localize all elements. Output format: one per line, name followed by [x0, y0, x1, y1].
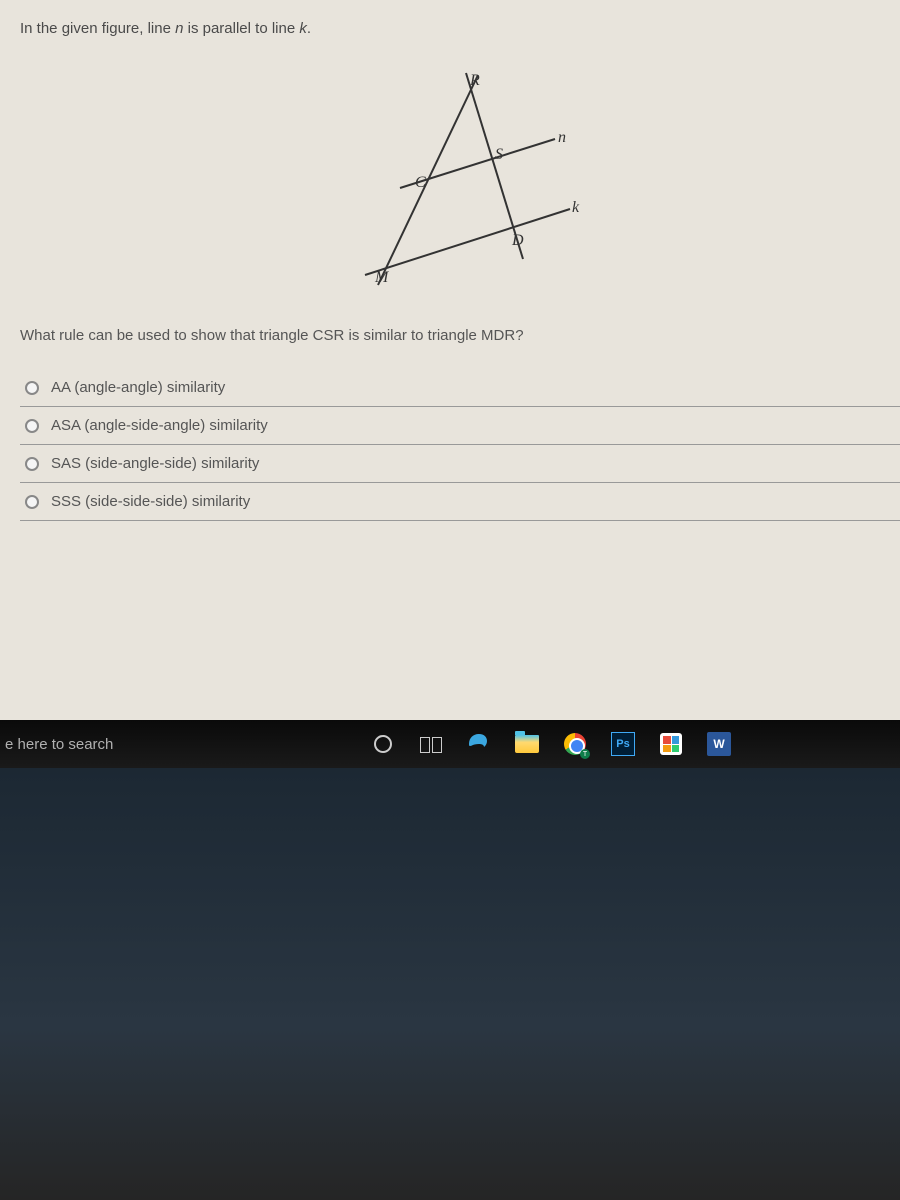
label-C: C: [415, 174, 426, 191]
edge-button[interactable]: [466, 731, 492, 757]
cortana-button[interactable]: [370, 731, 396, 757]
photoshop-icon: Ps: [611, 732, 635, 756]
cortana-icon: [374, 735, 392, 753]
label-n: n: [558, 129, 566, 146]
option-asa[interactable]: ASA (angle-side-angle) similarity: [20, 407, 900, 445]
label-k: k: [572, 199, 580, 216]
grid-icon: [660, 733, 682, 755]
label-M: M: [374, 269, 390, 286]
question-prompt: What rule can be used to show that trian…: [20, 327, 900, 344]
word-icon: W: [707, 732, 731, 756]
photo-frame-area: [0, 768, 900, 1200]
option-label: SSS (side-side-side) similarity: [51, 493, 250, 510]
label-S: S: [495, 146, 503, 163]
line-k: [365, 209, 570, 275]
taskview-icon: [420, 736, 442, 752]
intro-text-2: is parallel to line: [183, 20, 299, 37]
radio-icon: [25, 419, 39, 433]
chrome-badge-icon: T: [580, 749, 590, 759]
option-aa[interactable]: AA (angle-angle) similarity: [20, 369, 900, 407]
taskbar-icons: T Ps W: [370, 731, 732, 757]
radio-icon: [25, 457, 39, 471]
quiz-page: In the given figure, line n is parallel …: [0, 0, 900, 720]
chrome-button[interactable]: T: [562, 731, 588, 757]
edge-icon: [467, 732, 491, 756]
radio-icon: [25, 381, 39, 395]
answer-options: AA (angle-angle) similarity ASA (angle-s…: [20, 369, 900, 521]
search-input[interactable]: e here to search: [0, 736, 340, 753]
word-button[interactable]: W: [706, 731, 732, 757]
option-sss[interactable]: SSS (side-side-side) similarity: [20, 483, 900, 521]
file-explorer-button[interactable]: [514, 731, 540, 757]
folder-icon: [515, 735, 539, 753]
option-label: SAS (side-angle-side) similarity: [51, 455, 259, 472]
windows-taskbar: e here to search T Ps W: [0, 720, 900, 768]
figure-container: R S C D M n k: [20, 67, 900, 297]
label-D: D: [511, 232, 524, 249]
option-label: ASA (angle-side-angle) similarity: [51, 417, 268, 434]
geometry-figure: R S C D M n k: [320, 67, 600, 297]
label-R: R: [469, 72, 480, 89]
intro-var-k: k: [299, 20, 307, 37]
option-sas[interactable]: SAS (side-angle-side) similarity: [20, 445, 900, 483]
photoshop-button[interactable]: Ps: [610, 731, 636, 757]
question-intro: In the given figure, line n is parallel …: [20, 20, 900, 37]
radio-icon: [25, 495, 39, 509]
option-label: AA (angle-angle) similarity: [51, 379, 225, 396]
snagit-button[interactable]: [658, 731, 684, 757]
taskview-button[interactable]: [418, 731, 444, 757]
intro-text-1: In the given figure, line: [20, 20, 175, 37]
intro-text-3: .: [307, 20, 311, 37]
